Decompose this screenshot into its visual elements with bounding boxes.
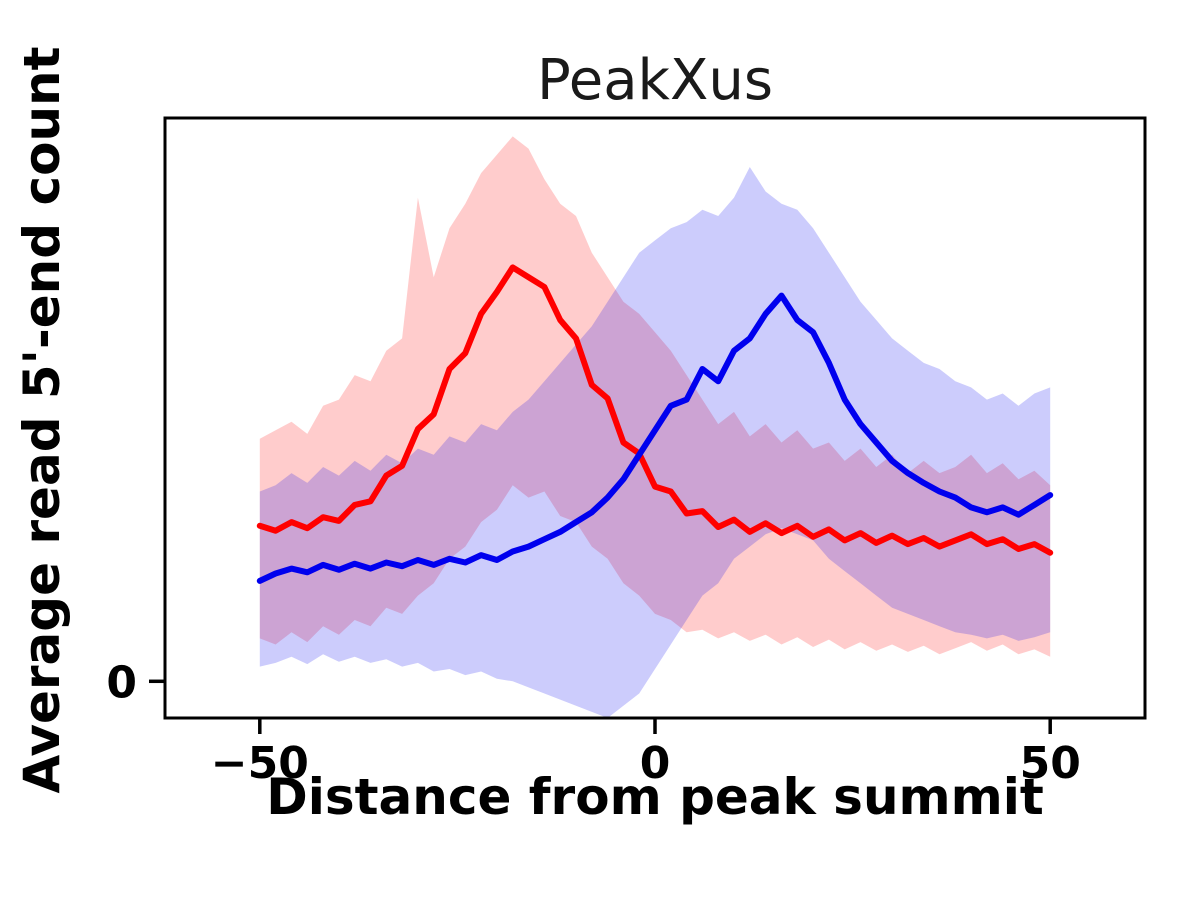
x-tick-label: 50	[1020, 738, 1081, 789]
red-series-line	[256, 264, 1054, 556]
y-tick-label: 0	[106, 657, 137, 708]
x-tick-label: −50	[211, 738, 309, 789]
plot-border	[163, 116, 1147, 720]
x-axis-label: Distance from peak summit	[266, 768, 1044, 826]
chart-title: PeakXus	[536, 48, 774, 113]
red-series-band	[259, 136, 1051, 657]
y-axis-label: Average read 5'-end count	[13, 46, 71, 794]
x-tick-label: 0	[640, 738, 671, 789]
blue-series-line	[256, 292, 1054, 584]
blue-series-band	[259, 167, 1051, 718]
